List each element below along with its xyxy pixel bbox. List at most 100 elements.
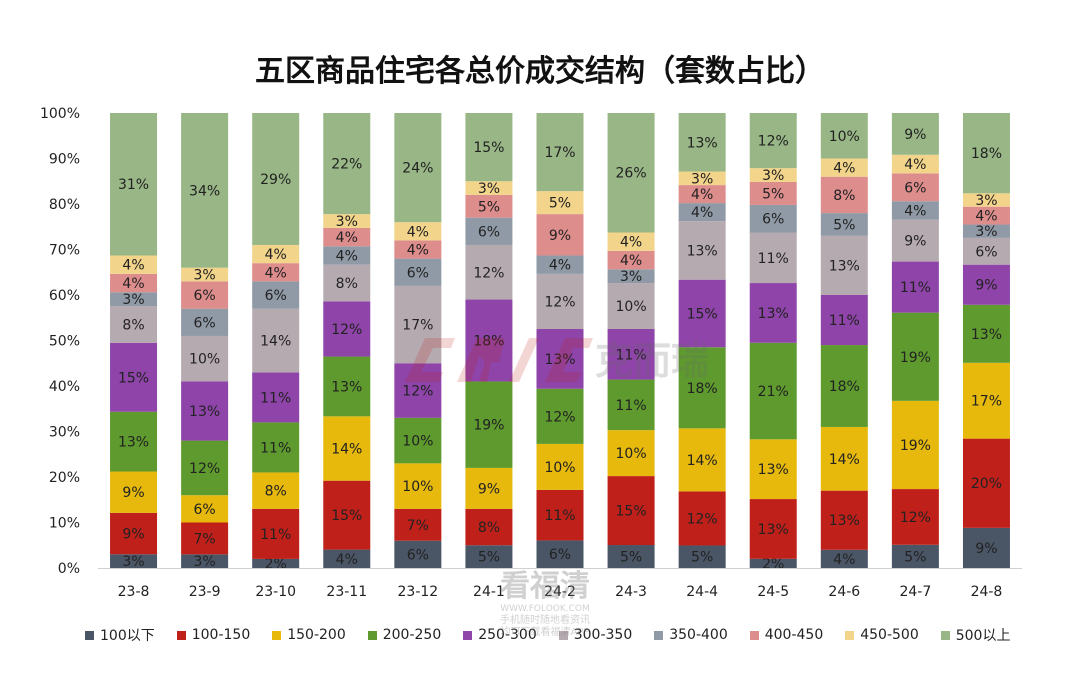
data-label: 3% — [762, 168, 784, 184]
data-label: 6% — [762, 212, 784, 228]
y-axis: 0% 10% 20% 30% 40% 50% 60% 70% 80% 90% 100% — [40, 106, 80, 577]
bar-segment — [181, 554, 229, 568]
bar-segment — [181, 267, 229, 282]
legend-item: 300-350 — [558, 627, 632, 643]
bar-segment — [678, 428, 726, 492]
bar-segment — [891, 173, 939, 202]
bar-segment — [323, 480, 371, 550]
bar-segment — [252, 244, 300, 264]
data-label: 5% — [478, 199, 500, 215]
legend-label: 100以下 — [100, 628, 155, 644]
bar-segment — [465, 299, 513, 382]
data-label: 11% — [260, 440, 291, 456]
data-label: 15% — [118, 370, 149, 386]
bar-segment — [110, 113, 158, 256]
data-label: 19% — [900, 350, 931, 366]
data-label: 4% — [265, 265, 287, 281]
bar-segment — [323, 214, 371, 228]
bar-segment — [891, 544, 939, 568]
bar-segment — [820, 549, 868, 568]
legend-item: 100-150 — [176, 627, 251, 643]
data-label: 13% — [758, 462, 789, 478]
data-label: 11% — [829, 313, 860, 329]
data-label: 18% — [687, 381, 718, 397]
x-tick-label: 24-3 — [615, 584, 647, 600]
data-label: 4% — [122, 276, 144, 292]
data-label: 13% — [758, 306, 789, 322]
bar-segment — [820, 235, 868, 295]
data-label: 18% — [473, 334, 504, 350]
bar-stack: 4% 13% 14% 18% 11% 13% 5% 8% 4% 10% — [820, 113, 868, 568]
data-label: 12% — [473, 265, 504, 281]
data-label: 10% — [189, 352, 220, 368]
data-label: 19% — [900, 438, 931, 454]
data-label: 7% — [194, 531, 216, 547]
data-label: 6% — [904, 180, 926, 196]
data-label: 10% — [616, 446, 647, 462]
legend-item: 250-300 — [463, 627, 537, 643]
bar-segment — [465, 181, 513, 195]
bar-segment — [820, 158, 868, 177]
data-label: 4% — [691, 205, 713, 221]
data-label: 34% — [189, 183, 220, 199]
bar-segment — [607, 269, 655, 284]
x-tick-label: 24-1 — [473, 584, 505, 600]
bar-segment — [820, 490, 868, 550]
legend-swatch — [749, 630, 759, 640]
bar-segment — [323, 356, 371, 417]
bar-segment — [252, 472, 300, 509]
data-label: 5% — [478, 550, 500, 566]
bar-segment — [607, 250, 655, 270]
data-label: 18% — [829, 379, 860, 395]
x-tick-label: 23-9 — [189, 584, 221, 600]
bar-segment — [607, 379, 655, 431]
y-tick-label: 20% — [49, 470, 80, 486]
y-tick-label: 30% — [49, 425, 80, 441]
x-tick-label: 24-6 — [828, 584, 860, 600]
bar-segment — [252, 422, 300, 473]
bar-segment — [749, 232, 797, 284]
data-label: 6% — [194, 288, 216, 304]
data-label: 9% — [975, 541, 997, 557]
x-tick-label: 23-12 — [398, 584, 439, 600]
data-label: 13% — [687, 243, 718, 259]
legend-label: 350-400 — [669, 627, 728, 643]
data-label: 4% — [975, 209, 997, 225]
bar-segment — [678, 347, 726, 429]
bar-segment — [891, 312, 939, 401]
bar-segment — [394, 285, 442, 364]
data-label: 13% — [687, 135, 718, 151]
bar-stack: 5%15%10%11%11%10%3%4%4%26% — [607, 113, 655, 568]
data-label: 6% — [194, 315, 216, 331]
legend-swatch — [272, 630, 282, 640]
data-label: 15% — [687, 306, 718, 322]
bar-segment — [607, 430, 655, 477]
bar-segment — [891, 400, 939, 490]
y-tick-label: 100% — [40, 106, 80, 122]
data-label: 13% — [758, 522, 789, 538]
data-label: 3% — [620, 269, 642, 285]
legend-label: 100-150 — [191, 627, 251, 643]
data-label: 13% — [971, 327, 1002, 343]
data-label: 4% — [122, 258, 144, 274]
bar-segment — [110, 273, 158, 293]
data-label: 3% — [975, 193, 997, 209]
data-label: 4% — [620, 253, 642, 269]
bar-segment — [394, 540, 442, 568]
data-label: 5% — [549, 196, 571, 212]
data-label: 19% — [473, 418, 504, 434]
data-label: 4% — [620, 235, 642, 251]
bar-segment — [110, 554, 158, 568]
bar-segment — [181, 522, 229, 555]
bar-segment — [110, 292, 158, 307]
bar-segment — [749, 168, 797, 182]
bar-segment — [962, 193, 1010, 207]
legend-item: 150-200 — [272, 627, 346, 643]
bar-segment — [181, 440, 229, 496]
bar-segment — [607, 113, 655, 233]
bar-segment — [607, 232, 655, 251]
bar-segment — [536, 113, 584, 192]
x-tick-label: 23-8 — [118, 584, 150, 600]
data-label: 7% — [407, 518, 429, 534]
